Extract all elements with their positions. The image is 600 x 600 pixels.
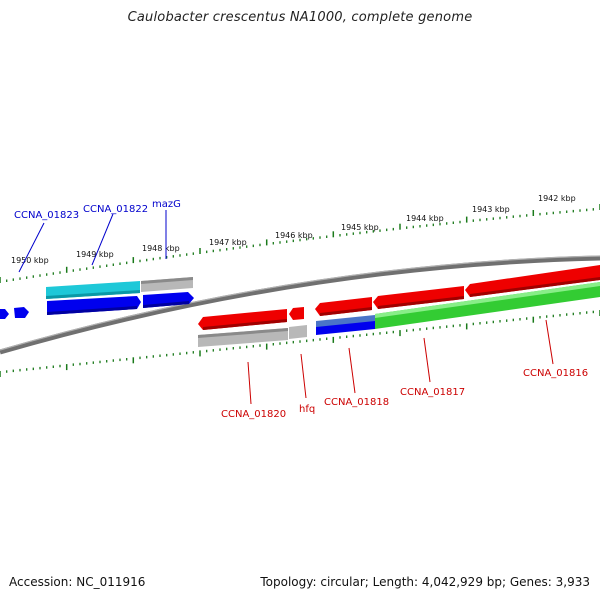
leader-hfq (300, 353, 307, 399)
gene-ccna-01818-arrow-shade (320, 307, 372, 316)
scale-label-1942: 1942 kbp (538, 194, 576, 203)
gene-label-ccna-01823[interactable]: CCNA_01823 (14, 210, 79, 221)
upper-scale-ticks (0, 204, 600, 283)
gene-label-ccna-01820[interactable]: CCNA_01820 (221, 409, 286, 420)
gene-label-ccna-01818[interactable]: CCNA_01818 (324, 397, 389, 408)
scale-label-1943: 1943 kbp (472, 205, 510, 214)
lower-scale-ticks (0, 310, 600, 377)
scale-label-1947: 1947 kbp (209, 238, 247, 247)
gene-ccna-01822-feature-shade (46, 290, 140, 299)
gene-hfq-feature[interactable] (289, 325, 307, 339)
gene-labels: CCNA_01823 CCNA_01822 mazG CCNA_01820 hf… (14, 199, 588, 420)
scale-label-1946: 1946 kbp (275, 231, 313, 240)
scale-labels: 1950 kbp 1949 kbp 1948 kbp 1947 kbp 1946… (11, 194, 576, 265)
gene-ccna-01818-feature[interactable] (316, 321, 375, 335)
upper-gene-track (0, 277, 194, 319)
gene-ccna-01823-arrow-shade (47, 306, 137, 315)
gene-label-mazg[interactable]: mazG (152, 199, 181, 210)
scale-label-1944: 1944 kbp (406, 214, 444, 223)
leader-ccna-01816 (545, 319, 554, 365)
genome-backbone-highlight (0, 255, 600, 351)
gene-ccna-01817-feature-top (375, 282, 600, 318)
leader-ccna-01818 (348, 347, 356, 394)
scale-label-1945: 1945 kbp (341, 223, 379, 232)
gene-ccna-01820-arrow-shade (203, 319, 287, 330)
leader-ccna-01822 (91, 213, 114, 266)
lower-gene-track (198, 265, 600, 347)
scale-label-1950: 1950 kbp (11, 256, 49, 265)
accession-text: Accession: NC_011916 (9, 575, 146, 589)
gene-hfq-arrow[interactable] (289, 307, 304, 320)
gene-ccna-01820-arrow[interactable] (198, 309, 287, 330)
scale-label-1949: 1949 kbp (76, 250, 114, 259)
leader-ccna-01817 (423, 337, 431, 383)
gene-ccna-01817-arrow-shade (378, 296, 464, 309)
gene-ccna-01820-feature-top (198, 328, 288, 338)
gene-ccna-01816-arrow[interactable] (465, 265, 600, 297)
leader-ccna-01820 (247, 361, 252, 405)
gene-label-ccna-01822[interactable]: CCNA_01822 (83, 204, 148, 215)
genome-backbone (0, 255, 600, 355)
genome-summary-text: Topology: circular; Length: 4,042,929 bp… (260, 575, 590, 589)
gene-ccna-01817-arrow[interactable] (373, 286, 464, 309)
label-leaders (18, 210, 554, 405)
leader-ccna-01823 (18, 222, 45, 273)
gene-ccna-01816-arrow-shade (470, 277, 600, 297)
gene-ccna-01822-arrow-shade (143, 301, 189, 308)
gene-label-hfq[interactable]: hfq (299, 404, 315, 415)
gene-arrow-blue-small-2[interactable] (14, 307, 29, 318)
gene-arrow-blue-small-1[interactable] (0, 309, 9, 319)
gene-ccna-01818-feature-steel[interactable] (316, 315, 375, 328)
map-title: Caulobacter crescentus NA1000, complete … (127, 10, 473, 25)
gene-label-ccna-01817[interactable]: CCNA_01817 (400, 387, 465, 398)
gene-mazg-feature-top (141, 277, 193, 284)
gene-label-ccna-01816[interactable]: CCNA_01816 (523, 368, 588, 379)
scale-label-1948: 1948 kbp (142, 244, 180, 253)
